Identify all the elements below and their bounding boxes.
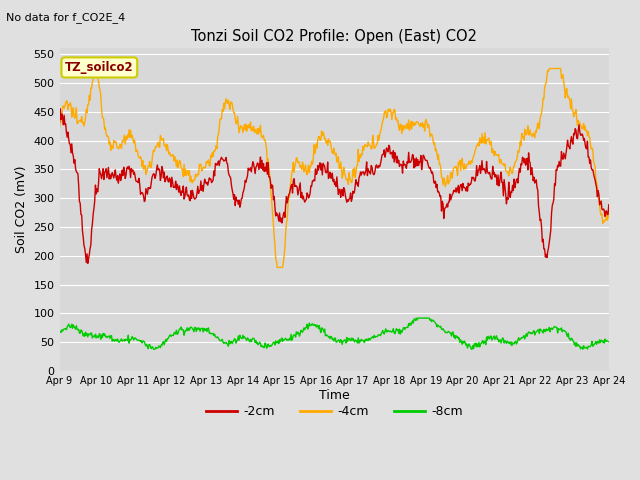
Y-axis label: Soil CO2 (mV): Soil CO2 (mV) (15, 166, 28, 253)
Legend: -2cm, -4cm, -8cm: -2cm, -4cm, -8cm (200, 400, 468, 423)
Text: TZ_soilco2: TZ_soilco2 (65, 61, 134, 74)
Title: Tonzi Soil CO2 Profile: Open (East) CO2: Tonzi Soil CO2 Profile: Open (East) CO2 (191, 29, 477, 44)
X-axis label: Time: Time (319, 389, 349, 402)
Text: No data for f_CO2E_4: No data for f_CO2E_4 (6, 12, 125, 23)
